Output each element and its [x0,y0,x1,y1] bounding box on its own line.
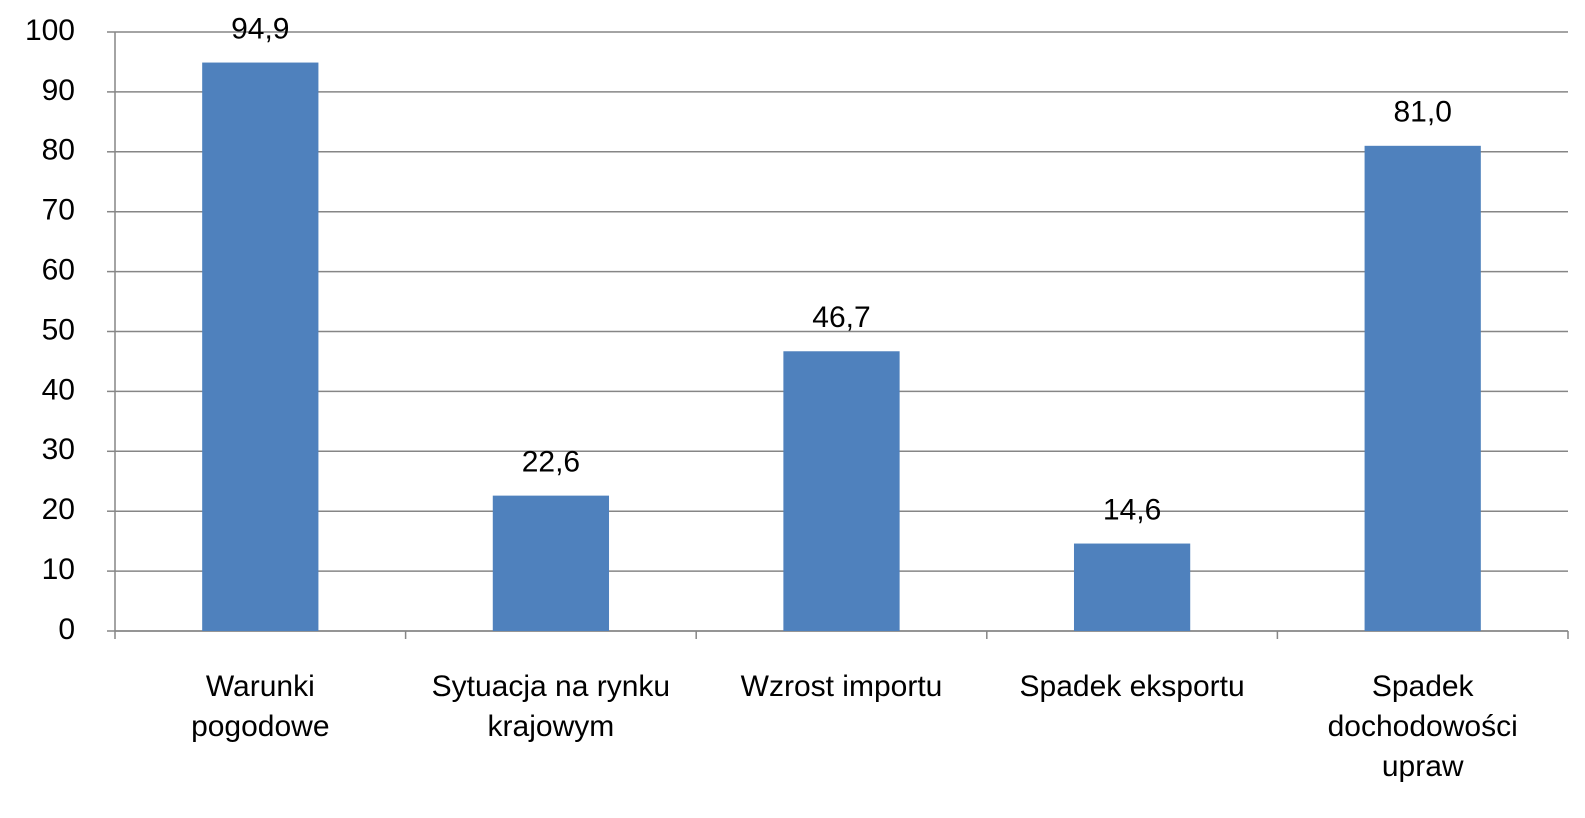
y-tick-label: 70 [42,194,75,227]
value-label: 94,9 [231,12,289,45]
y-tick-label: 80 [42,134,75,167]
value-label: 14,6 [1103,493,1161,526]
y-tick-label: 60 [42,254,75,287]
bar [492,495,610,631]
bar [783,351,900,631]
y-tick-label: 20 [42,493,75,526]
y-tick-label: 100 [25,14,75,47]
value-label: 81,0 [1394,96,1452,129]
bar [1364,145,1481,631]
x-tick-label: Warunki pogodowe [191,670,330,743]
y-tick-label: 50 [42,313,75,346]
y-tick-label: 30 [42,433,75,466]
y-tick-label: 0 [58,613,75,646]
x-tick-label: Sytuacja na rynku krajowym [431,670,671,743]
x-tick-label: Spadek eksportu [1019,670,1245,703]
value-label: 46,7 [812,301,870,334]
y-tick-label: 90 [42,74,75,107]
y-tick-label: 40 [42,373,75,406]
bar [1073,543,1191,631]
x-tick-label: Wzrost importu [740,670,943,703]
bar [202,62,319,631]
y-tick-label: 10 [42,553,75,586]
value-label: 22,6 [522,446,580,479]
x-tick-label: Spadek dochodowości upraw [1327,670,1518,783]
